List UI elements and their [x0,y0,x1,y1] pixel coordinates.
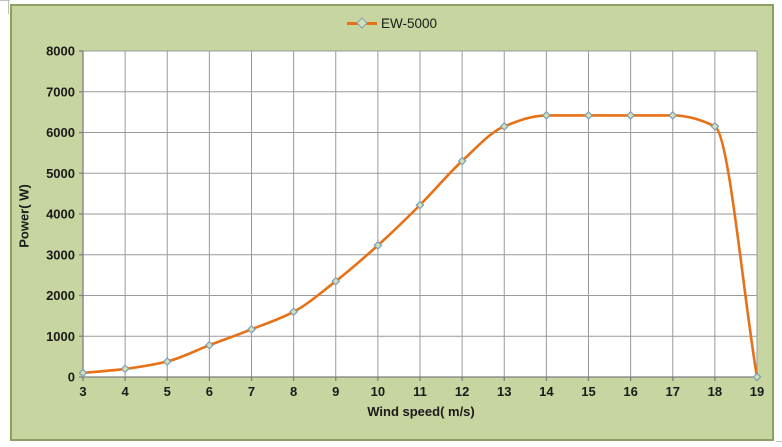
x-tick-label: 18 [708,384,722,399]
x-tick-label: 11 [413,384,427,399]
data-point-marker[interactable] [331,276,341,286]
data-point-marker[interactable] [120,364,130,374]
data-point-marker[interactable] [204,340,214,350]
data-point-marker[interactable] [626,110,636,120]
data-point-marker[interactable] [541,110,551,120]
y-tick-label: 7000 [46,84,75,99]
x-tick-label: 17 [666,384,680,399]
diamond-marker-icon [356,17,369,29]
legend-series-label: EW-5000 [380,15,438,31]
data-point-marker[interactable] [584,110,593,120]
power-curve-plot: 0 1000 2000 3000 4000 5000 6000 7000 8000 3 4 5 6 7 8 9… [46,44,764,400]
y-tick-label: 8000 [46,44,75,59]
data-point-marker[interactable] [499,121,509,131]
legend-key [346,17,377,29]
x-tick-label: 9 [332,384,339,399]
x-tick-label: 3 [79,384,86,399]
x-tick-label: 12 [455,384,469,399]
x-tick-label: 7 [248,384,255,399]
x-tick-label: 4 [122,384,130,399]
data-point-marker[interactable] [457,156,467,166]
chart-area[interactable]: 0 1000 2000 3000 4000 5000 6000 7000 8000 3 4 5 6 7 8 9… [10,4,774,441]
y-tick-label: 1000 [46,329,75,344]
y-tick-label: 4000 [46,207,75,222]
y-tick-label: 6000 [46,125,75,140]
x-tick-label: 13 [497,384,511,399]
y-tick-label: 0 [68,370,75,385]
spreadsheet-gridline-fragment [0,0,10,1]
data-point-marker[interactable] [289,307,299,317]
spreadsheet-gridline-fragment [776,441,782,442]
x-axis-title: Wind speed( m/s) [367,404,475,419]
legend[interactable]: EW-5000 [12,14,772,32]
data-point-marker[interactable] [247,324,256,334]
x-tick-label: 10 [371,384,385,399]
x-tick-label: 6 [206,384,213,399]
data-point-marker[interactable] [668,110,678,120]
data-point-marker[interactable] [415,200,425,210]
spreadsheet-gridline-fragment [8,0,9,14]
x-tick-label: 15 [581,384,595,399]
y-tick-label: 3000 [46,247,75,262]
y-tick-label: 5000 [46,166,75,181]
x-tick-label: 5 [164,384,171,399]
data-point-marker[interactable] [373,240,383,250]
data-point-marker[interactable] [752,372,762,382]
data-point-marker[interactable] [710,121,720,131]
x-tick-label: 8 [290,384,297,399]
x-tick-label: 14 [539,384,554,399]
x-tick-label: 16 [623,384,637,399]
y-axis-title: Power( W) [16,184,32,248]
data-point-marker[interactable] [162,357,172,366]
x-tick-label: 19 [750,384,764,399]
data-point-marker[interactable] [78,368,88,378]
y-tick-label: 2000 [46,288,75,303]
